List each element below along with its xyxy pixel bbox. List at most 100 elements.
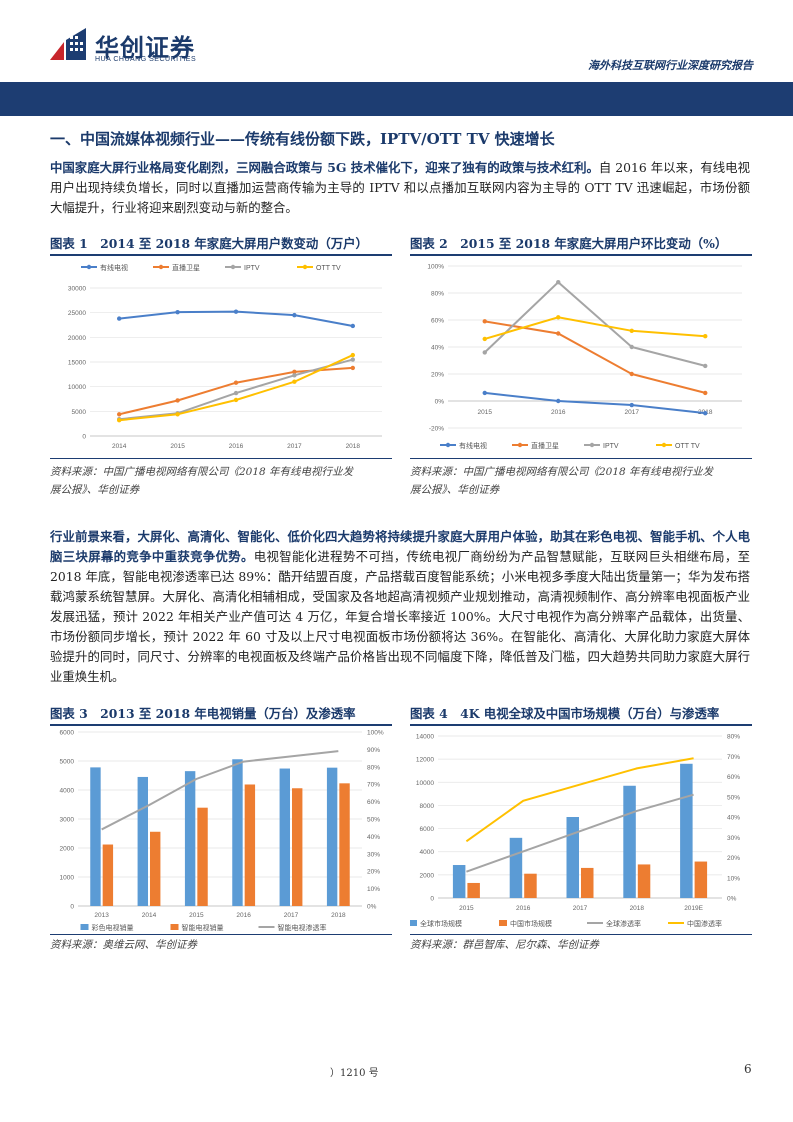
x-tick-label: 2015 [478, 409, 493, 416]
figure-1-rule [50, 254, 392, 256]
chart-2: -20%0%20%40%60%80%100%2015201620172018有线… [427, 264, 742, 450]
bar [694, 861, 708, 898]
legend-label: 智能电视渗透率 [278, 923, 327, 932]
x-tick-label: 2018 [331, 912, 346, 919]
data-point [556, 331, 561, 336]
y-tick-label: 40% [431, 345, 444, 352]
y-tick-label: 0% [435, 399, 445, 406]
legend-label: 有线电视 [100, 263, 128, 272]
data-point [482, 319, 487, 324]
series-line [484, 280, 706, 367]
legend-swatch [410, 920, 417, 926]
y-tick-label: 0 [70, 904, 74, 911]
y-tick-label: 5000 [72, 409, 87, 416]
x-tick-label: 2015 [170, 443, 185, 450]
y-tick-label: 20000 [68, 335, 86, 342]
data-point [482, 336, 487, 342]
paragraph-intro-text: 自 2016 年以来，有线电视用户出现持续负增长，同时以直播加运营商传输为主导的… [50, 160, 750, 215]
legend-label: 直播卫星 [172, 263, 200, 272]
bar [524, 873, 537, 898]
figure-4-rule [410, 724, 752, 726]
data-point [703, 363, 708, 369]
paragraph-trends-text: 电视智能化进程势不可挡，传统电视厂商纷纷为产品智慧赋能，互联网巨头相继布局，至 … [50, 549, 751, 684]
x-tick-label: 2016 [229, 443, 244, 450]
legend-marker [302, 264, 308, 270]
y-tick-label: 10000 [416, 780, 434, 787]
x-tick-label: 2016 [236, 912, 251, 919]
data-point [292, 379, 297, 384]
bar [581, 867, 594, 898]
y-tick-label: 4000 [60, 788, 75, 795]
series-line [484, 391, 706, 415]
header-band [0, 82, 793, 116]
y2-tick-label: 80% [367, 764, 380, 771]
x-tick-label: 2019E [684, 905, 703, 912]
y2-tick-label: 50% [367, 817, 380, 824]
bar [467, 882, 480, 898]
data-point [556, 315, 561, 320]
legend-marker [158, 264, 164, 270]
figure-1-bottom-rule [50, 458, 392, 459]
x-tick-label: 2018 [630, 905, 645, 912]
y-tick-label: 14000 [416, 734, 434, 741]
data-point [350, 365, 355, 371]
data-point [703, 390, 708, 396]
series-line [101, 750, 339, 831]
figure-2-source: 资料来源：中国广播电视网络有限公司《2018 年有线电视行业发 展公报》、华创证券 [410, 463, 752, 499]
series-line [484, 316, 706, 340]
x-tick-label: 2017 [573, 905, 588, 912]
legend-label: OTT TV [316, 265, 341, 272]
data-point [556, 398, 561, 404]
chart-3: 0 1000 2000 3000 4000 5000 6000 0% 10% 20% 30% 40% 5… [60, 730, 384, 933]
data-point [556, 280, 561, 285]
y-tick-label: 5000 [60, 759, 75, 766]
y2-tick-label: 0% [367, 904, 377, 911]
data-point [703, 410, 708, 416]
y2-tick-label: 80% [727, 734, 740, 741]
bar [623, 785, 636, 898]
y2-tick-label: 60% [727, 774, 740, 781]
series-line [466, 793, 694, 873]
legend-label: 中国市场规模 [510, 919, 552, 928]
y2-tick-label: 70% [367, 782, 380, 789]
bar [197, 807, 208, 906]
figure-4-source: 资料来源：群邑智库、尼尔森、华创证券 [410, 939, 599, 951]
footer-registration: ）1210 号 [330, 1068, 379, 1079]
data-point [117, 316, 122, 321]
figure-1-source-line2: 展公报》、华创证券 [50, 484, 140, 496]
figure-2-title: 图表 2 2015 至 2018 年家庭大屏用户环比变动（%） [410, 236, 728, 251]
y-tick-label: 80% [431, 291, 444, 298]
report-title: 海外科技互联网行业深度研究报告 [588, 59, 753, 72]
legend-marker [661, 442, 667, 448]
data-point [629, 344, 634, 350]
data-point [233, 309, 239, 314]
y2-tick-label: 10% [727, 875, 740, 882]
bar [326, 767, 338, 906]
legend-marker [86, 264, 92, 270]
section-title: 一、中国流媒体视频行业——传统有线份额下跌，IPTV/OTT TV 快速增长 [50, 130, 555, 148]
legend-label: 中国渗透率 [687, 919, 722, 928]
y-tick-label: 100% [427, 264, 444, 271]
legend-label: IPTV [603, 443, 619, 450]
y-tick-label: 15000 [68, 360, 86, 367]
brand-name-en: HUA CHUANG SECURITIES [95, 56, 197, 63]
legend-marker [230, 264, 236, 270]
x-tick-label: 2018 [346, 443, 361, 450]
figure-2-source-line2: 展公报》、华创证券 [410, 484, 500, 496]
x-tick-label: 2013 [94, 912, 109, 919]
data-point [175, 309, 180, 315]
page-number: 6 [744, 1062, 752, 1076]
figure-3-rule [50, 724, 392, 726]
y2-tick-label: 30% [367, 851, 380, 858]
series-line [465, 757, 694, 843]
figure-1-title: 图表 1 2014 至 2018 年家庭大屏用户数变动（万户） [50, 236, 368, 251]
x-tick-label: 2015 [459, 905, 474, 912]
y2-tick-label: 30% [727, 835, 740, 842]
figure-2-rule [410, 254, 752, 256]
data-point [292, 369, 297, 375]
figure-4-title: 图表 4 4K 电视全球及中国市场规模（万台）与渗透率 [410, 706, 720, 721]
figure-2-source-line1: 资料来源：中国广播电视网络有限公司《2018 年有线电视行业发 [410, 466, 714, 478]
y2-tick-label: 90% [367, 747, 380, 754]
series-line [119, 354, 354, 422]
legend-swatch [499, 920, 507, 926]
